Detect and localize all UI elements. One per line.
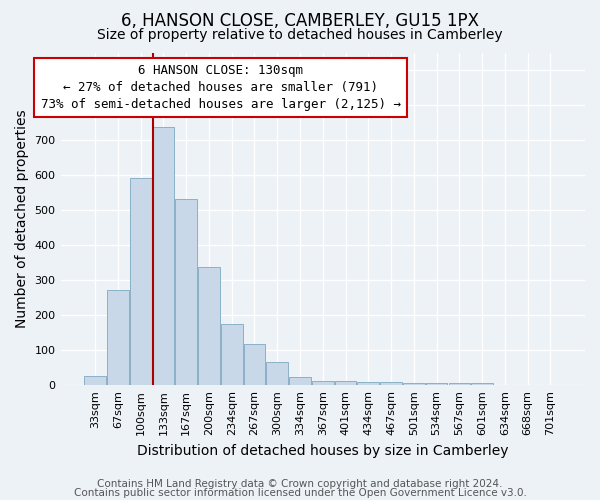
- Bar: [266, 362, 288, 386]
- Bar: [380, 382, 402, 386]
- Bar: [152, 127, 174, 386]
- Bar: [107, 290, 129, 386]
- Bar: [358, 382, 379, 386]
- Bar: [221, 324, 242, 386]
- Bar: [312, 381, 334, 386]
- X-axis label: Distribution of detached houses by size in Camberley: Distribution of detached houses by size …: [137, 444, 509, 458]
- Bar: [403, 382, 425, 386]
- Bar: [130, 178, 152, 386]
- Text: Contains HM Land Registry data © Crown copyright and database right 2024.: Contains HM Land Registry data © Crown c…: [97, 479, 503, 489]
- Text: 6, HANSON CLOSE, CAMBERLEY, GU15 1PX: 6, HANSON CLOSE, CAMBERLEY, GU15 1PX: [121, 12, 479, 30]
- Text: Size of property relative to detached houses in Camberley: Size of property relative to detached ho…: [97, 28, 503, 42]
- Bar: [449, 383, 470, 386]
- Bar: [175, 198, 197, 386]
- Bar: [244, 344, 265, 386]
- Bar: [471, 383, 493, 386]
- Text: Contains public sector information licensed under the Open Government Licence v3: Contains public sector information licen…: [74, 488, 526, 498]
- Text: 6 HANSON CLOSE: 130sqm
← 27% of detached houses are smaller (791)
73% of semi-de: 6 HANSON CLOSE: 130sqm ← 27% of detached…: [41, 64, 401, 111]
- Y-axis label: Number of detached properties: Number of detached properties: [15, 110, 29, 328]
- Bar: [426, 382, 448, 386]
- Bar: [85, 376, 106, 386]
- Bar: [198, 267, 220, 386]
- Bar: [335, 381, 356, 386]
- Bar: [289, 376, 311, 386]
